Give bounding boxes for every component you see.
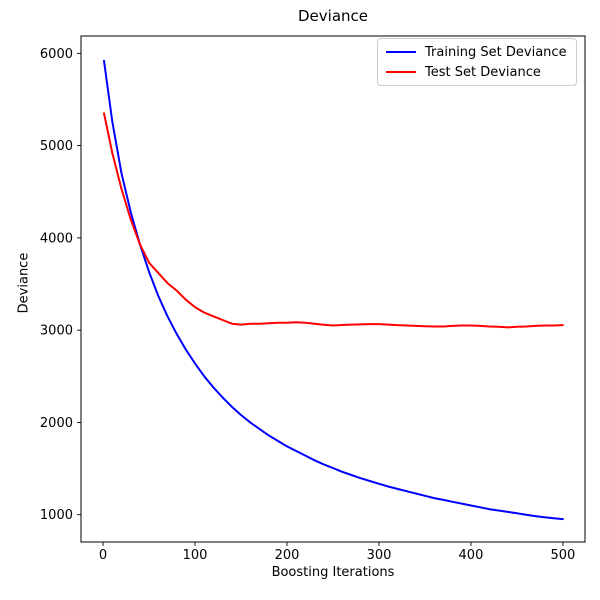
x-tick-label: 400 [459, 548, 484, 563]
legend-label-test: Test Set Deviance [425, 64, 541, 80]
y-tick-label: 5000 [40, 139, 73, 154]
axes-frame [80, 35, 586, 543]
x-tick-label: 300 [367, 548, 392, 563]
y-tick-label: 3000 [40, 324, 73, 339]
y-tick-label: 2000 [40, 416, 73, 431]
x-axis-label: Boosting Iterations [271, 565, 395, 580]
x-tick-label: 100 [183, 548, 208, 563]
training-line-swatch [386, 51, 416, 53]
x-tick-label: 500 [551, 548, 576, 563]
series-line-0 [103, 59, 564, 521]
y-tick-label: 1000 [40, 508, 73, 523]
y-tick-label: 4000 [40, 231, 73, 246]
legend-item-test: Test Set Deviance [386, 62, 568, 82]
y-axis-label: Deviance [16, 252, 32, 314]
series-line-1 [103, 112, 564, 329]
x-tick-label: 200 [275, 548, 300, 563]
chart-title: Deviance [298, 7, 368, 25]
legend-item-training: Training Set Deviance [386, 42, 568, 62]
test-line-swatch [386, 71, 416, 73]
x-tick-label: 0 [99, 548, 107, 563]
y-tick-label: 6000 [40, 47, 73, 62]
legend: Training Set Deviance Test Set Deviance [377, 38, 577, 86]
legend-label-training: Training Set Deviance [425, 44, 567, 60]
